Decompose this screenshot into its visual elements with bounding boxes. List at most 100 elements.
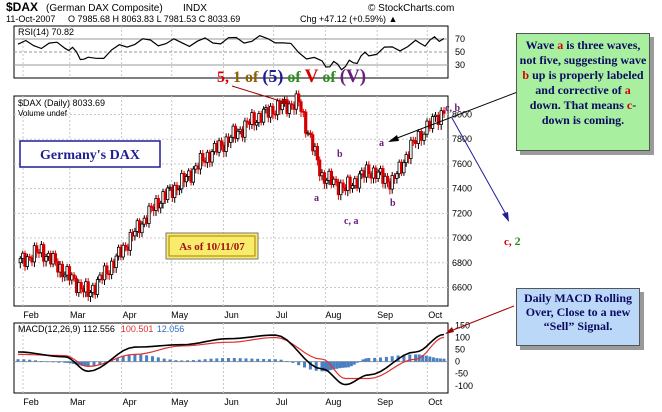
macd-hist-bar xyxy=(349,361,353,367)
candle-body xyxy=(254,122,259,126)
macd-hist-bar xyxy=(341,361,344,368)
macd-tick: 100 xyxy=(455,332,470,342)
ohlc-values: O 7985.68 H 8063.83 L 7981.53 C 8033.69 xyxy=(68,14,240,24)
candle-body xyxy=(385,175,390,183)
candle-body xyxy=(261,108,266,123)
candle-body xyxy=(308,132,313,136)
candle-body xyxy=(299,101,303,112)
macd-hist-bar xyxy=(384,356,388,362)
candle-body xyxy=(60,263,65,278)
x-tick-label: Jun xyxy=(224,310,239,320)
candle-body xyxy=(25,256,30,267)
macd-hist-bar xyxy=(86,361,90,367)
macd-tick: -100 xyxy=(455,381,473,391)
candle-body xyxy=(422,133,426,141)
price-tick: 7000 xyxy=(452,233,472,243)
macd-signal-value: 100.501 xyxy=(121,324,154,334)
candle-body xyxy=(425,120,429,135)
candle-body xyxy=(166,187,170,201)
callout-a-t5: -down is coming. xyxy=(541,98,637,127)
rsi-line xyxy=(17,35,445,71)
wave-mark-ca-text: c, a xyxy=(344,216,358,227)
candle-body xyxy=(229,136,233,143)
candle-body xyxy=(175,184,179,191)
macd-hist-bar xyxy=(343,361,347,368)
macd-hist-bar xyxy=(16,359,20,362)
macd-value: 112.556 xyxy=(83,324,115,334)
macd-tick: -50 xyxy=(455,369,468,379)
candle-body xyxy=(128,231,132,251)
candle-body xyxy=(124,244,128,248)
candle-body xyxy=(252,112,256,126)
macd-hist-bar xyxy=(442,358,446,362)
candle-body xyxy=(147,205,151,224)
candle-body xyxy=(79,281,83,289)
chart-symbol: $DAX xyxy=(6,0,38,14)
macd-hist-bar xyxy=(244,358,248,362)
as-of-box xyxy=(165,232,259,260)
wave-paren-5: (5) xyxy=(262,66,283,87)
macd-hist-bar xyxy=(98,361,102,365)
as-of-text: As of 10/11/07 xyxy=(179,241,245,253)
candle-body xyxy=(95,279,100,295)
watermark: © StockCharts.com xyxy=(368,3,454,14)
macd-hist-bar xyxy=(267,359,271,362)
macd-hist-bar xyxy=(115,358,119,362)
candle-body xyxy=(367,164,371,174)
macd-hist-bar xyxy=(438,358,442,362)
candle-body xyxy=(63,274,67,278)
wave-mark-b1: b xyxy=(337,149,343,160)
macd-hist-bar xyxy=(92,361,96,366)
rsi-tick: 50 xyxy=(455,47,465,57)
price-candles xyxy=(18,90,446,302)
title-box xyxy=(19,140,161,168)
candle-body xyxy=(430,116,435,129)
macd-hist-bar xyxy=(402,354,406,362)
x-tick-label: Apr xyxy=(123,397,137,407)
macd-hist-bar xyxy=(34,360,37,362)
candle-body xyxy=(390,175,394,190)
chart-date: 11-Oct-2007 xyxy=(6,14,55,24)
macd-tick-labels: 150 100 50 0 -50 -100 xyxy=(455,320,473,390)
macd-hist-bar xyxy=(285,361,289,362)
rsi-label: RSI(14) 70.82 xyxy=(18,27,74,37)
wave-of-1: of xyxy=(287,69,304,86)
macd-hist-bar xyxy=(291,361,295,363)
price-tick: 7200 xyxy=(452,208,472,218)
wave-V: V xyxy=(305,66,319,87)
macd-hist-bar xyxy=(279,359,283,362)
macd-hist-bar xyxy=(367,358,371,362)
candle-body xyxy=(210,151,214,163)
candle-body xyxy=(304,111,308,134)
candle-body xyxy=(236,130,240,139)
macd-hist-bar xyxy=(80,361,84,366)
price-tick: 7800 xyxy=(452,134,472,144)
callout-arrowhead xyxy=(388,135,399,142)
x-tick-label: Sep xyxy=(377,310,393,320)
macd-hist-bar xyxy=(22,359,26,362)
macd-hist-bar xyxy=(361,359,365,362)
macd-hist-bar xyxy=(338,361,342,369)
macd-hist-bar xyxy=(145,355,149,362)
macd-hist-bar xyxy=(303,361,306,368)
x-tick-label: Feb xyxy=(23,397,39,407)
macd-hist-bar xyxy=(308,361,312,370)
macd-hist-bar xyxy=(209,358,213,362)
macd-hist-bar xyxy=(408,354,412,362)
candle-body xyxy=(140,223,144,234)
macd-tick: 50 xyxy=(455,345,465,355)
macd-tick: 150 xyxy=(455,320,470,330)
x-axis-labels-price: Feb Mar Apr May Jun Jul Aug Sep Oct xyxy=(23,310,443,320)
candle-body xyxy=(311,134,315,152)
macd-callout: Daily MACD Rolling Over, Close to a new … xyxy=(516,288,640,346)
wave-mark-c2-2: 2 xyxy=(515,234,521,248)
macd-hist-bar xyxy=(424,355,428,362)
candle-body xyxy=(105,265,109,275)
wave-5: 5, xyxy=(217,69,229,86)
wave-mark-a1: a xyxy=(314,193,319,204)
candle-body xyxy=(243,120,247,138)
macd-hist-bar xyxy=(346,361,350,368)
x-tick-label: May xyxy=(171,397,189,407)
macd-label: MACD(12,26,9) 112.556 100.501 12.056 xyxy=(18,324,184,334)
candle-body xyxy=(409,139,413,159)
